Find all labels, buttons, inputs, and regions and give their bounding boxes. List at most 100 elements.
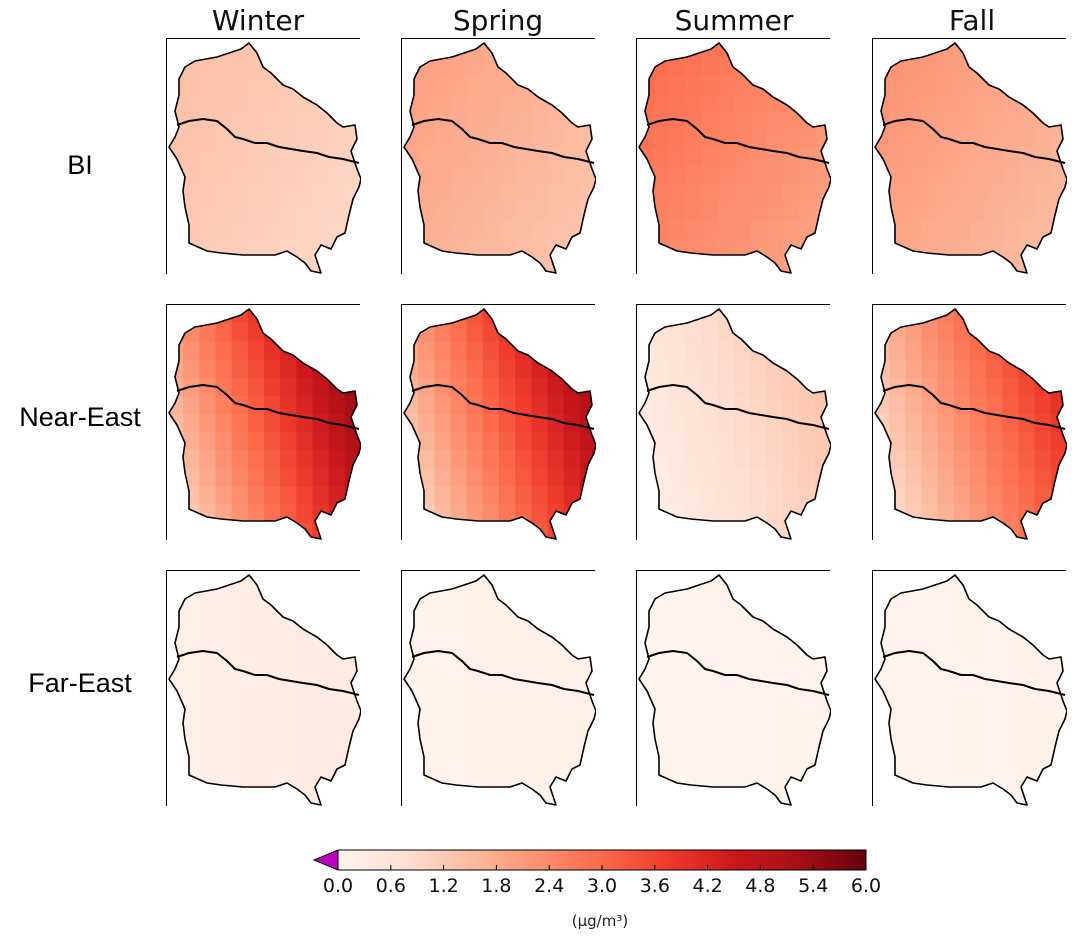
grid-cell (750, 111, 767, 131)
map-panel-far-east-winter (166, 570, 361, 807)
grid-cell (418, 166, 435, 185)
grid-cell (953, 147, 971, 167)
grid-cell (766, 395, 783, 415)
grid-cell (482, 770, 500, 790)
colorbar-tick-label: 1.2 (428, 875, 458, 897)
grid-cell (653, 395, 670, 415)
grid-cell (970, 184, 987, 203)
grid-cell (247, 166, 265, 185)
grid-cell (280, 166, 297, 185)
grid-cell (482, 166, 500, 185)
grid-cell (215, 679, 233, 699)
grid-cell (434, 468, 451, 488)
grid-cell (563, 202, 581, 222)
grid-cell (889, 716, 906, 735)
grid-cell (685, 450, 703, 469)
grid-cell (701, 147, 719, 167)
grid-cell (905, 625, 922, 645)
grid-cell (782, 220, 800, 240)
grid-cell (921, 734, 939, 754)
grid-cell (482, 716, 500, 735)
grid-cell (701, 93, 719, 113)
grid-cell (701, 770, 719, 790)
grid-cell (750, 752, 767, 772)
grid-cell (1018, 716, 1036, 735)
grid-cell (531, 184, 548, 203)
grid-cell (215, 377, 233, 397)
grid-cell (499, 770, 516, 790)
grid-cell (499, 734, 516, 754)
grid-cell (264, 504, 281, 524)
grid-cell (970, 643, 987, 663)
grid-cell (717, 377, 735, 397)
colorbar-tick-label: 5.4 (798, 875, 828, 897)
grid-cell (450, 184, 468, 203)
grid-cell (183, 75, 200, 94)
grid-cell (280, 432, 297, 451)
grid-cell (685, 589, 703, 608)
grid-cell (247, 395, 265, 415)
grid-cell (937, 202, 955, 222)
grid-cell (937, 607, 955, 626)
grid-cell (717, 432, 735, 451)
grid-cell (450, 698, 468, 717)
grid-cell (685, 752, 703, 772)
grid-cell (798, 202, 816, 222)
grid-cell (466, 698, 484, 717)
grid-cell (264, 166, 281, 185)
grid-cell (1002, 202, 1019, 222)
grid-cell (328, 716, 346, 735)
grid-cell (450, 589, 468, 608)
grid-cell (1018, 111, 1036, 131)
grid-cell (750, 220, 767, 240)
grid-cell (531, 220, 548, 240)
grid-cell (798, 468, 816, 488)
grid-cell (183, 129, 200, 149)
grid-cell (970, 75, 987, 94)
grid-cell (296, 486, 313, 506)
grid-cell (937, 698, 955, 717)
grid-cell (183, 166, 200, 185)
grid-cell (434, 147, 451, 167)
grid-cell (669, 607, 686, 626)
grid-cell (199, 679, 216, 699)
grid-cell (766, 643, 783, 663)
grid-cell (482, 220, 500, 240)
grid-cell (434, 93, 451, 113)
grid-cell (937, 359, 955, 379)
grid-cell (717, 486, 735, 506)
grid-cell (734, 625, 751, 645)
grid-cell (685, 129, 703, 149)
grid-cell (798, 129, 816, 149)
grid-cell (653, 679, 670, 699)
grid-cell (466, 202, 484, 222)
grid-cell (482, 486, 500, 506)
grid-cell (296, 395, 313, 415)
grid-cell (531, 238, 548, 258)
grid-cell (766, 504, 783, 524)
grid-cell (499, 202, 516, 222)
grid-cell (280, 643, 297, 663)
grid-cell (701, 607, 719, 626)
grid-cell (669, 395, 686, 415)
grid-cell (199, 220, 216, 240)
grid-cell (328, 734, 346, 754)
grid-cell (953, 377, 971, 397)
grid-cell (547, 698, 565, 717)
grid-cell (970, 752, 987, 772)
grid-cell (312, 698, 330, 717)
grid-cell (231, 377, 249, 397)
department-border (882, 384, 1066, 430)
grid-cell (701, 432, 719, 451)
map-panel-bi-spring (401, 38, 596, 275)
grid-cell (921, 323, 939, 342)
grid-cell (499, 625, 516, 645)
map-svg (167, 39, 361, 275)
grid-cell (986, 734, 1003, 754)
grid-cell (499, 643, 516, 663)
grid-cell (264, 184, 281, 203)
grid-cell (247, 220, 265, 240)
grid-cell (434, 734, 451, 754)
grid-cell (734, 468, 751, 488)
grid-cell (231, 93, 249, 113)
